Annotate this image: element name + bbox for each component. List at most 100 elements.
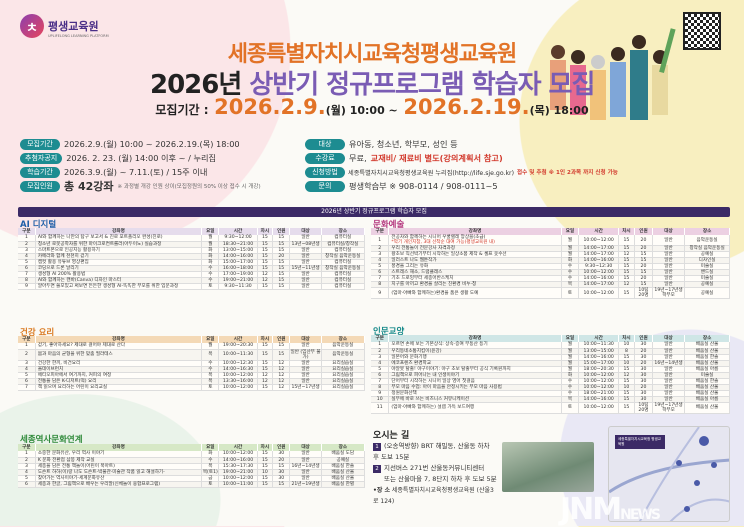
table-cell: 배움실 산울 bbox=[684, 390, 730, 397]
table-cell: 알아두면 쓸모있고 써보면 든든한 생성형 AI-똑똑한 부모를 위한 입문과정 bbox=[35, 283, 203, 290]
table-cell: 미술실 bbox=[684, 275, 730, 282]
info-value: 세종특별자치시교육청평생교육원 누리집(http://life.sje.go.k… bbox=[348, 169, 515, 177]
info-row: 추첨자공지 2026. 2. 23. (월) 14:00 이후 ~ / 누리집 bbox=[20, 151, 300, 165]
table-cell: 월 bbox=[201, 241, 220, 248]
table-cell: 15 bbox=[272, 259, 291, 266]
info-row: 문의 평생학습부 ※ 908-0114 / 908-0111~5 bbox=[305, 179, 735, 193]
table-cell: 토 bbox=[201, 384, 220, 391]
table-cell: 6 bbox=[371, 269, 390, 276]
column-header: 구분 bbox=[371, 335, 390, 342]
table-cell: 10팀 20명 bbox=[634, 402, 653, 414]
table-cell: 그림책으로 피어나는 내 인생이야기 bbox=[388, 372, 562, 379]
info-row: 대상 유아동, 청소년, 학부모, 성인 등 bbox=[305, 137, 735, 151]
table-cell: 지구를 아끼고 환경을 살리는 친환경 비누·청 bbox=[388, 281, 562, 288]
table-cell: 건강한 한끼, 비건요리 bbox=[35, 360, 203, 367]
table-row: 6 코딩으로 드론 날리기 수 16:00~18:00 15 15 15년~11년생 창작실 … bbox=[18, 265, 366, 272]
table-cell: 일반 bbox=[652, 378, 686, 385]
table-cell: 30 bbox=[272, 475, 291, 482]
table-cell: 공예실 bbox=[684, 287, 730, 299]
table-cell: 목 bbox=[561, 281, 580, 288]
table-row: 4 카메라와 함께 천천히 걷기 화 14:00~16:00 15 20 일반 창작실 음악운… bbox=[18, 253, 366, 260]
table-row: 7 생성형 AI 200% 활용법 수 17:00~19:00 12 15 일반 컴퓨터실 bbox=[18, 271, 366, 278]
qr-code[interactable] bbox=[683, 12, 721, 50]
table-cell: 일반 bbox=[289, 378, 322, 385]
table-cell: 에티오피아에서 여기까지, 커피의 여정 bbox=[35, 372, 203, 379]
table-history: 구분 강좌명 요일 시간 차시 인원 대상 장소 1 소중한 문화유산, 우리 역사 이야기 화 10… bbox=[18, 444, 366, 488]
table-cell: 부모 마음 수업: 아이 마음을 안정시키는 부모 마음 사용법 bbox=[388, 384, 562, 391]
table-cell: 15 bbox=[257, 384, 274, 391]
table-cell: 20 bbox=[272, 457, 291, 464]
table-cell: 1 bbox=[371, 235, 390, 246]
direction-item: 2 지선버스 271번 산울동커뮤니티센터 bbox=[373, 463, 497, 474]
table-cell: 30 bbox=[634, 354, 653, 361]
table-cell: 10:00~12:00 bbox=[218, 372, 258, 379]
table-cell: 15 bbox=[257, 457, 274, 464]
table-cell: 9:30~11:30 bbox=[218, 283, 258, 290]
table-cell: AI와 함께하는 나만의 탐구 보고서 & 진로 포트폴리오 완성(진로) bbox=[35, 235, 203, 242]
table-cell: 기초 드로잉부터 세종어반스케치 bbox=[388, 275, 562, 282]
table-cell: (엄마·아빠와 함께하는)환경을 품은 생활 도예 bbox=[388, 287, 562, 299]
table-cell: 15 bbox=[257, 343, 274, 350]
table-row: 5 풍경을 그리는 유화 수 9:30~12:30 15 20 일반 미술실 bbox=[371, 263, 730, 270]
table-cell: 7 bbox=[18, 271, 36, 278]
table-cell: 전공자와 함께하는 시니어 우쿨렐레 앙상블(초급) *악기 개인지참, 3대 선… bbox=[388, 235, 562, 246]
org-title: 세종특별자치시교육청평생교육원 bbox=[227, 42, 518, 67]
direction-text: 지선버스 271번 산울동커뮤니티센터 bbox=[384, 464, 485, 472]
table-row: 2 우리동네소통지킴이(윤강) 월 13:00~15:00 8 20 일반 배움실 산울 bbox=[371, 348, 730, 355]
table-cell: 9 bbox=[371, 390, 390, 397]
table-row: 4 일러스트 나도 웹툰작가 화 14:00~16:00 15 15 일반 디자인실 bbox=[371, 257, 730, 264]
info-value: 평생학습부 ※ 908-0114 / 908-0111~5 bbox=[349, 181, 498, 191]
column-header: 강좌명 bbox=[388, 335, 562, 342]
table-cell: 15 bbox=[257, 451, 274, 458]
table-row: 3 세종을 담은 전통 책놀이(어린이 북아트) 목 15:30~17:30 15 15 1… bbox=[18, 463, 366, 470]
table-cell: 10팀 20명 bbox=[634, 287, 653, 299]
table-row: 3 왕초보 직선박기부터 시작하는 일상소품 제작 & 셀프 옷수선 월 14:00~… bbox=[371, 251, 730, 258]
column-header: 시간 bbox=[218, 228, 258, 235]
info-label: 모집기간 bbox=[20, 138, 60, 150]
table-cell: 3 bbox=[371, 251, 390, 258]
table-cell: 19:00~21:00 bbox=[218, 469, 258, 476]
table-cell: 7 bbox=[18, 384, 36, 391]
table-cell: 15 bbox=[618, 396, 635, 403]
table-cell: 15 bbox=[257, 349, 274, 361]
table-row: 4 도슨트 하하(이)랑 나도 도슨트-박물관·미술관 작품 읽고 해설하기- 목(… bbox=[18, 469, 366, 476]
table-cell: 10:00~12:00 bbox=[578, 235, 619, 246]
table-cell: 야알못 탈출! 야구이야기: 야구 초보 탈출부터 공식 기록원까지 bbox=[388, 366, 562, 373]
table-row: 8 지구를 아끼고 환경을 살리는 친환경 비누·청 목 14:00~17:00 12 1… bbox=[371, 281, 730, 288]
table-cell: 15 bbox=[257, 463, 274, 470]
table-cell: 스마트폰으로 인공지능 활용하기 bbox=[35, 247, 203, 254]
table-cell: 컴퓨터실 bbox=[321, 247, 366, 254]
table-row: 6 전통을 담은 K-디저트(떡) 요리 목 13:30~16:00 12 12 일반 요리실… bbox=[18, 378, 366, 385]
table-row: 9 알아두면 쓸모있고 써보면 든든한 생성형 AI-똑똑한 부모를 위한 입문과… bbox=[18, 283, 366, 290]
table-cell: 5 bbox=[18, 372, 36, 379]
section-title-history: 세종역사문화연계 bbox=[20, 435, 83, 445]
table-cell: 15 bbox=[272, 463, 291, 470]
table-cell: 15 bbox=[618, 287, 635, 299]
table-cell: 금 bbox=[201, 475, 220, 482]
table-cell: 15 bbox=[257, 265, 274, 272]
table-cell: 12 bbox=[272, 378, 291, 385]
table-cell: 토 bbox=[201, 481, 220, 488]
table-cell: 화 bbox=[201, 253, 220, 260]
logo-mark-icon: ㅊ bbox=[20, 14, 44, 38]
table-cell: 4 bbox=[371, 257, 390, 264]
table-cell: 15 bbox=[618, 378, 635, 385]
table-cell: 15 bbox=[257, 235, 274, 242]
table-cell: (엄마·아빠와 함께하는) 설렘 가득 보드여행 bbox=[388, 402, 562, 414]
table-cell: 3 bbox=[18, 360, 36, 367]
table-cell: 15 bbox=[618, 402, 635, 414]
direction-text: 또는 산울마을 7, 8단지 하차 후 도보 5분 bbox=[384, 475, 497, 483]
table-cell: 30 bbox=[634, 366, 653, 373]
column-header: 차시 bbox=[257, 336, 274, 343]
location-map[interactable]: 세종특별자치시교육청 평생교육원 bbox=[608, 426, 730, 522]
table-cell: 걷기, 좋아하세요? 제대로 걸어야 제대로 산다 bbox=[35, 343, 203, 350]
table-cell: 15 bbox=[272, 247, 291, 254]
column-header: 인원 bbox=[634, 335, 653, 342]
table-cell: 6 bbox=[18, 481, 36, 488]
cell-note: *악기 개인지참, 3대 선착순 대여 가능(평생교육원 내) bbox=[391, 240, 495, 245]
table-cell: 월 bbox=[561, 251, 580, 258]
table-cell: 8 bbox=[371, 281, 390, 288]
table-cell: 14:00~16:00 bbox=[578, 257, 619, 264]
date-end: 2026.2.19. bbox=[403, 95, 530, 119]
table-cell: 전통을 담은 K-디저트(떡) 요리 bbox=[35, 378, 203, 385]
